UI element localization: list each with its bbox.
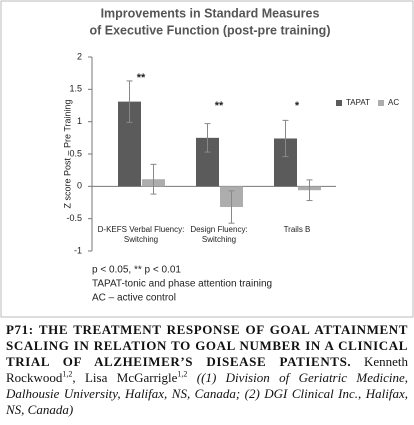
note: AC – active control xyxy=(92,293,176,304)
author: Lisa McGarrigle xyxy=(84,370,178,385)
author-affil: 1,2 xyxy=(177,369,188,379)
caption: P71: THE TREATMENT RESPONSE OF GOAL ATTA… xyxy=(6,322,408,418)
chart-title: of Executive Function (post-pre training… xyxy=(90,23,331,37)
separator: , xyxy=(72,370,85,385)
y-tick-label: -1 xyxy=(74,245,82,255)
bar xyxy=(118,101,141,187)
author-affil: 1,2 xyxy=(62,369,73,379)
y-tick-label: 0.5 xyxy=(69,148,82,158)
y-axis-label: Z score Post – Pre Training xyxy=(62,99,72,208)
y-tick-label: 0 xyxy=(77,181,82,191)
significance: ** xyxy=(137,72,146,84)
chart-title: Improvements in Standard Measures xyxy=(101,6,320,20)
x-tick-label: Design Fluency: Switching xyxy=(190,225,247,244)
y-tick-label: 1.5 xyxy=(69,84,82,94)
legend-swatch xyxy=(336,100,342,106)
caption-title: P71: THE TREATMENT RESPONSE OF GOAL ATTA… xyxy=(6,322,408,369)
note: TAPAT-tonic and phase attention training xyxy=(92,279,272,290)
significance: * xyxy=(295,100,300,112)
bar xyxy=(274,138,297,187)
x-tick-label: Trails B xyxy=(284,225,311,234)
note: p < 0.05, ** p < 0.01 xyxy=(92,265,181,276)
significance: ** xyxy=(215,100,224,112)
y-tick-label: 2 xyxy=(77,51,82,61)
y-tick-label: -0.5 xyxy=(66,213,82,223)
legend-label: TAPAT xyxy=(346,98,370,107)
x-tick-label: D-KEFS Verbal Fluency: Switching xyxy=(98,225,185,244)
author: Kenneth Rockwood xyxy=(6,354,408,385)
y-tick-label: 1 xyxy=(77,116,82,126)
legend-label: AC xyxy=(388,98,399,107)
chart: Improvements in Standard Measures of Exe… xyxy=(0,0,414,318)
bar xyxy=(196,137,219,187)
legend-swatch xyxy=(378,100,384,106)
affiliations: ((1) Division of Geriatric Medicine, Dal… xyxy=(6,370,408,417)
